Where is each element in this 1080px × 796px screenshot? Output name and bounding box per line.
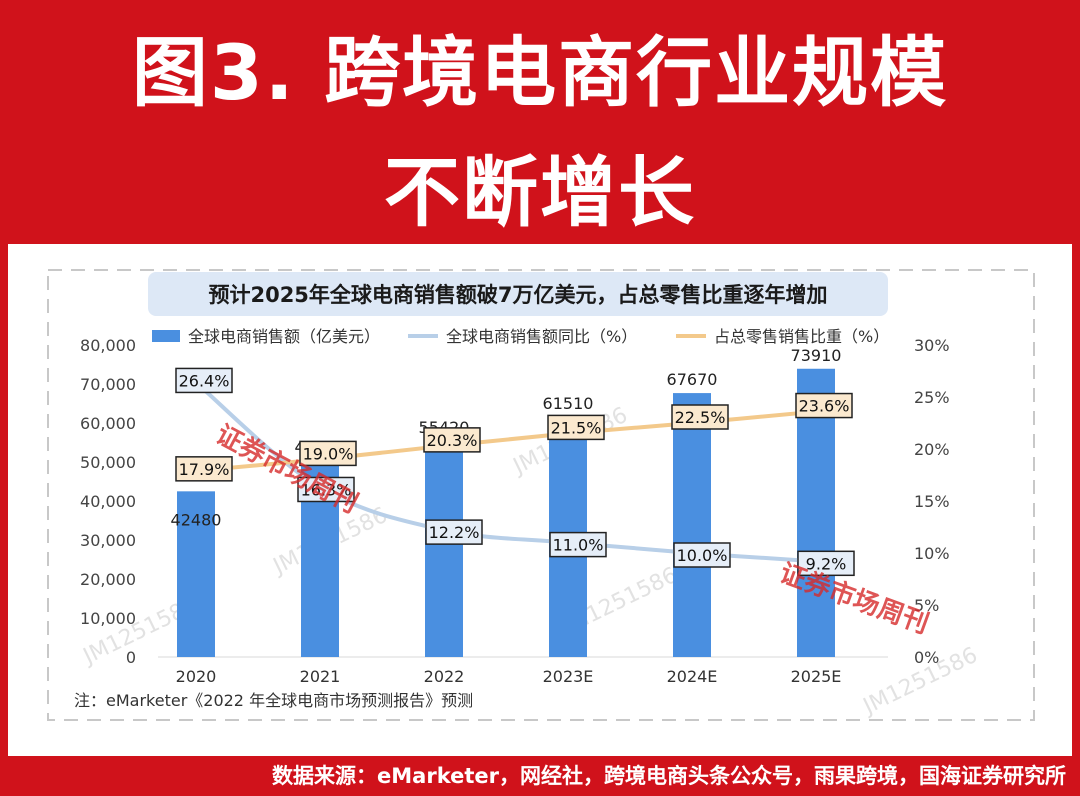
x-tick-label: 2020	[176, 667, 217, 686]
y-left-tick-label: 40,000	[80, 492, 136, 511]
y-right-tick-label: 30%	[914, 336, 950, 355]
share-label-box	[671, 404, 729, 430]
bar-value-label: 42480	[171, 510, 222, 529]
legend-label-growth: 全球电商销售额同比（%）	[446, 327, 637, 346]
share-label: 17.9%	[179, 460, 230, 479]
axes-layer: 0 10,000 20,000 30,000 40,000 50,000 60,000 70,…	[80, 336, 950, 686]
share-label: 19.0%	[303, 444, 354, 463]
y-left-tick-label: 0	[126, 648, 136, 667]
growth-label-box	[297, 476, 355, 503]
bar-2024E	[673, 393, 711, 657]
growth-label-box	[797, 550, 855, 577]
share-label-box	[547, 414, 605, 441]
x-tick-label: 2025E	[791, 667, 842, 686]
bar-value-label: 61510	[543, 394, 594, 413]
share-label: 22.5%	[675, 408, 726, 427]
bar-value-label: 67670	[667, 370, 718, 389]
growth-label-box	[673, 542, 731, 568]
y-left-tick-label: 60,000	[80, 414, 136, 433]
title-banner: 图3. 跨境电商行业规模 不断增长	[0, 0, 1080, 244]
bar-2020	[177, 491, 215, 657]
x-tick-label: 2024E	[667, 667, 718, 686]
labels-layer: 42480493805542061510676707391026.4%16.3%…	[171, 346, 855, 577]
growth-label: 26.4%	[179, 371, 230, 390]
growth-label: 9.2%	[806, 554, 847, 573]
growth-label: 12.2%	[429, 523, 480, 542]
y-left-tick-label: 20,000	[80, 570, 136, 589]
y-right-tick-label: 10%	[914, 544, 950, 563]
share-label-box	[175, 456, 233, 482]
share-label: 20.3%	[427, 431, 478, 450]
growth-label-box	[425, 519, 483, 545]
growth-label: 16.3%	[301, 480, 352, 499]
page-title-line1: 图3. 跨境电商行业规模	[131, 28, 949, 117]
legend-label-bar: 全球电商销售额（亿美元）	[188, 327, 380, 346]
share-label-box	[423, 427, 481, 453]
share-label-box	[299, 440, 357, 467]
growth-label-box	[175, 367, 233, 394]
bar-2022	[425, 440, 463, 657]
bars-layer	[177, 368, 835, 657]
y-left-tick-label: 10,000	[80, 609, 136, 628]
y-right-tick-label: 0%	[914, 648, 939, 667]
legend-label-share: 占总零售销售比重（%）	[714, 327, 889, 346]
y-left-tick-label: 70,000	[80, 375, 136, 394]
legend: 全球电商销售额（亿美元） 全球电商销售额同比（%） 占总零售销售比重（%）	[152, 327, 889, 346]
source-footer: 数据来源：eMarketer，网经社，跨境电商头条公众号，雨果跨境，国海证券研究…	[272, 764, 1066, 788]
y-right-tick-label: 15%	[914, 492, 950, 511]
legend-swatch-bar	[152, 330, 180, 342]
combo-chart: 预计2025年全球电商销售额破7万亿美元，占总零售比重逐年增加 JM125158…	[47, 269, 1035, 721]
bar-value-label: 73910	[791, 346, 842, 365]
share-label: 21.5%	[551, 418, 602, 437]
share-label-box	[795, 392, 853, 419]
chart-note: 注：eMarketer《2022 年全球电商市场预测报告》预测	[74, 691, 473, 710]
page-title-line2: 不断增长	[384, 148, 696, 237]
y-right-tick-label: 25%	[914, 388, 950, 407]
x-tick-label: 2021	[300, 667, 341, 686]
dashed-frame	[47, 269, 1035, 721]
chart-panel: 预计2025年全球电商销售额破7万亿美元，占总零售比重逐年增加 JM125158…	[8, 244, 1072, 756]
x-tick-label: 2023E	[543, 667, 594, 686]
growth-label: 11.0%	[553, 536, 604, 555]
chart-header: 预计2025年全球电商销售额破7万亿美元，占总零售比重逐年增加	[208, 283, 827, 307]
chart-header-box	[148, 272, 888, 316]
y-left-tick-label: 30,000	[80, 531, 136, 550]
x-tick-label: 2022	[424, 667, 465, 686]
y-right-tick-label: 20%	[914, 440, 950, 459]
y-left-tick-label: 80,000	[80, 336, 136, 355]
growth-label: 10.0%	[677, 546, 728, 565]
y-left-tick-label: 50,000	[80, 453, 136, 472]
share-label: 23.6%	[799, 397, 850, 416]
y-right-tick-label: 5%	[914, 596, 939, 615]
growth-label-box	[549, 531, 607, 558]
